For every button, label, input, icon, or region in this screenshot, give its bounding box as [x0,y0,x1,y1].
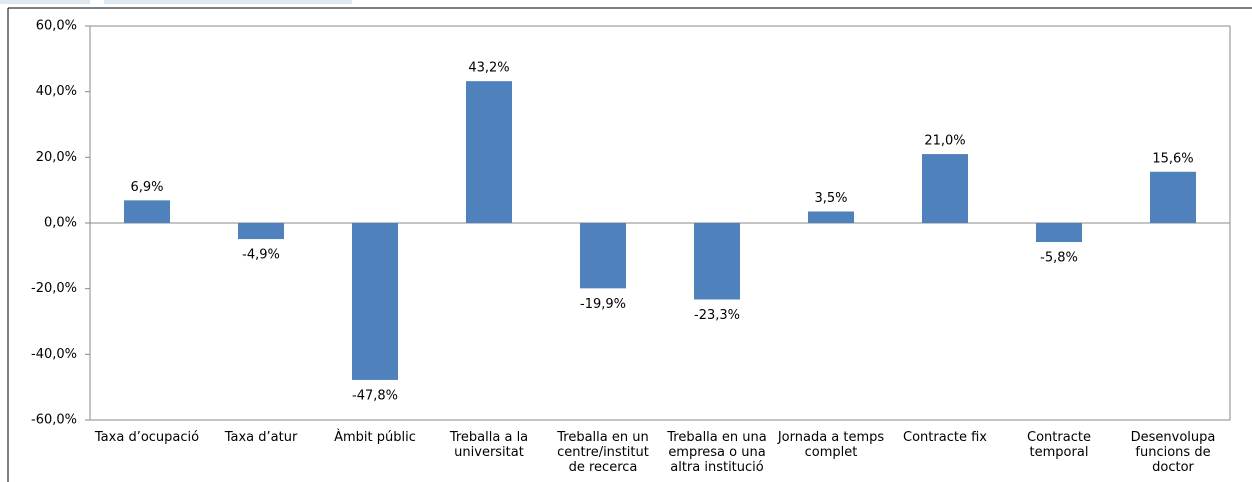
bar [694,223,740,300]
tab [0,0,90,4]
x-tick-label: Taxa d’ocupació [94,430,199,445]
y-tick-label: 20,0% [36,150,77,165]
y-tick-label: -20,0% [31,281,77,296]
y-tick-label: -60,0% [31,413,77,428]
data-label: 21,0% [924,134,965,149]
bar [580,223,626,289]
tab [104,0,352,4]
x-tick-label: Desenvolupa funcions de doctor [1131,430,1216,475]
x-tick-label: Àmbit públic [334,429,416,445]
data-label: -4,9% [242,248,280,263]
y-tick-label: -40,0% [31,347,77,362]
bar [1150,171,1196,223]
data-label: 43,2% [468,61,509,76]
bar [124,200,170,223]
x-tick-label: Treballa en un centre/institut de recerca [556,430,649,475]
data-label: 15,6% [1152,151,1193,166]
bar [238,223,284,240]
bar [1036,223,1082,243]
data-label: -47,8% [352,388,398,403]
data-label: -23,3% [694,308,740,323]
bar [466,81,512,223]
x-tick-label: Contracte temporal [1027,430,1091,460]
data-label: -5,8% [1040,251,1078,266]
x-tick-label: Taxa d’atur [224,430,298,445]
x-tick-label: Contracte fix [903,430,987,445]
x-tick-label: Jornada a temps complet [777,430,885,460]
y-tick-label: 60,0% [36,19,77,34]
data-label: -19,9% [580,297,626,312]
data-label: 6,9% [130,180,163,195]
data-label: 3,5% [814,191,847,206]
x-tick-label: Treballa a la universitat [449,430,528,460]
y-tick-label: 0,0% [44,216,77,231]
bar [922,154,968,223]
x-tick-label: Treballa en una empresa o una altra instit… [666,430,766,475]
y-tick-label: 40,0% [36,84,77,99]
bar [808,211,854,223]
bar [352,223,398,380]
